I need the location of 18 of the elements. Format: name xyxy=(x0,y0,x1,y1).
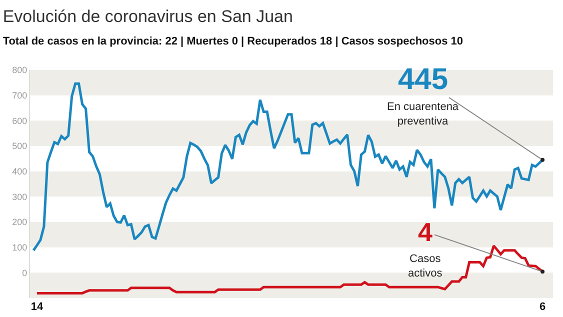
x-tick-label: 14 xyxy=(30,301,44,313)
series-label: Casos activos xyxy=(408,253,443,280)
series-label: En cuarentena preventiva xyxy=(387,101,460,128)
y-tick-label: 0 xyxy=(22,268,28,278)
y-tick-label: 300 xyxy=(12,192,28,202)
y-tick-label: 600 xyxy=(12,116,28,126)
y-tick-label: 100 xyxy=(12,242,28,252)
line-series xyxy=(36,244,545,294)
chart-title: Evolución de coronavirus en San Juan xyxy=(2,7,293,26)
y-tick-label: 700 xyxy=(12,90,28,100)
y-tick-label: 800 xyxy=(12,65,28,76)
y-tick-label: 500 xyxy=(12,141,28,152)
chart-subtitle: Total de casos en la provincia: 22 | Muertes 0 | Recuperados 18 | Casos sospechosos 10 xyxy=(2,35,464,48)
data-label: 4 xyxy=(418,217,433,247)
data-label: 445 xyxy=(398,63,448,96)
y-tick-label: 200 xyxy=(12,217,28,228)
y-tick-label: 400 xyxy=(12,166,28,176)
x-tick-label: 6 xyxy=(539,301,546,313)
